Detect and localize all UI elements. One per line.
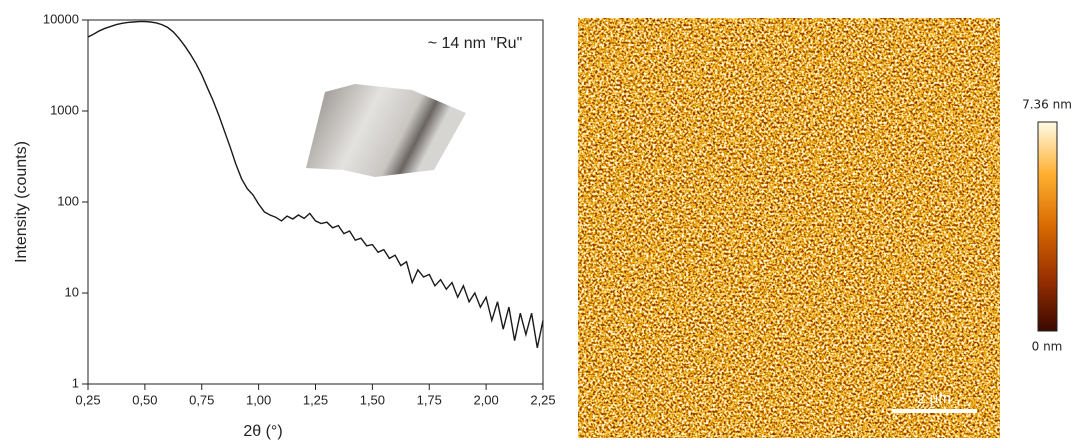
x-tick-label: 1,50 bbox=[360, 392, 385, 407]
x-tick-label: 0,75 bbox=[189, 392, 214, 407]
annotation: ~ 14 nm "Ru" bbox=[428, 35, 523, 52]
x-axis-label: 2θ (°) bbox=[243, 423, 282, 440]
x-tick-label: 2,00 bbox=[473, 392, 498, 407]
x-tick-label: 1,25 bbox=[303, 392, 328, 407]
y-tick-label: 10 bbox=[65, 284, 79, 299]
x-tick-label: 1,75 bbox=[417, 392, 442, 407]
colorbar bbox=[1037, 121, 1058, 332]
y-tick-label: 1000 bbox=[50, 102, 79, 117]
x-tick-label: 0,25 bbox=[75, 392, 100, 407]
scale-bar-label: 2 μm bbox=[917, 390, 951, 407]
x-tick-label: 2,25 bbox=[530, 392, 555, 407]
y-tick-label: 100 bbox=[57, 193, 79, 208]
x-tick-label: 1,00 bbox=[246, 392, 271, 407]
y-tick-label: 1 bbox=[72, 375, 79, 390]
plot-frame bbox=[87, 19, 544, 385]
wafer-photo bbox=[306, 84, 466, 177]
colorbar-max-label: 7.36 nm bbox=[1022, 98, 1072, 112]
colorbar-min-label: 0 nm bbox=[1032, 340, 1063, 354]
y-tick-label: 10000 bbox=[43, 11, 79, 26]
afm-image bbox=[578, 18, 1000, 438]
x-tick-label: 0,50 bbox=[132, 392, 157, 407]
y-axis-label: Intensity (counts) bbox=[13, 141, 30, 263]
data-line bbox=[87, 20, 544, 348]
